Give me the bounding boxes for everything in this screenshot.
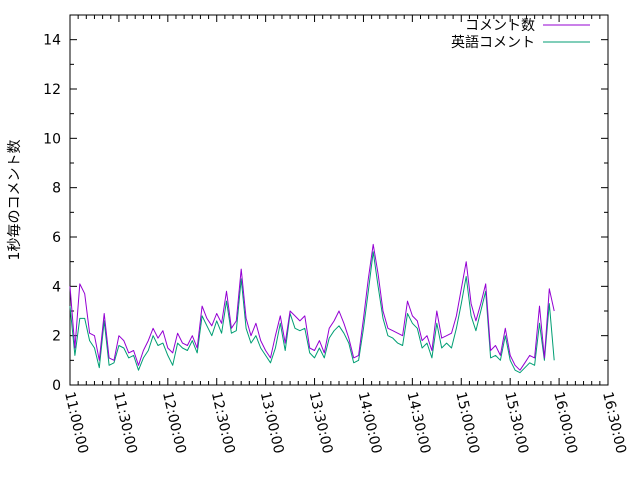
series-lines: [69, 243, 555, 374]
x-tick-label: 16:00:00: [550, 390, 580, 455]
y-tick-label: 14: [43, 33, 61, 49]
x-tick-label: 11:00:00: [61, 390, 91, 455]
y-tick-label: 10: [43, 131, 61, 147]
x-tick-label: 13:30:00: [306, 390, 336, 455]
x-tick-label: 15:00:00: [452, 390, 482, 455]
y-tick-label: 12: [43, 82, 61, 98]
x-tick-label: 12:00:00: [159, 390, 189, 455]
y-tick-label: 4: [52, 279, 61, 295]
legend-label: コメント数: [465, 18, 535, 34]
x-tick-label: 13:00:00: [257, 390, 287, 455]
y-axis-label: 1秒毎のコメント数: [7, 140, 23, 261]
x-axis: 11:00:00 11:30:00 12:00:00 12:30:00 13:00:00…: [61, 15, 629, 455]
y-tick-label: 2: [52, 329, 61, 345]
y-tick-label: 6: [52, 230, 61, 246]
series-line-2: [69, 251, 555, 374]
legend-label: 英語コメント: [451, 34, 535, 51]
x-tick-label: 11:30:00: [110, 390, 140, 455]
x-tick-label: 15:30:00: [501, 390, 531, 455]
x-tick-label: 12:30:00: [208, 390, 238, 455]
series-line-1: [69, 243, 555, 371]
plot-frame: [69, 14, 609, 386]
y-axis: 0 2 4 6 8 10 12 14: [43, 33, 608, 394]
y-tick-label: 0: [52, 378, 61, 394]
x-tick-label: 14:30:00: [403, 390, 433, 455]
x-tick-label: 16:30:00: [599, 390, 629, 455]
y-tick-label: 8: [52, 181, 61, 197]
x-tick-label: 14:00:00: [355, 390, 385, 455]
